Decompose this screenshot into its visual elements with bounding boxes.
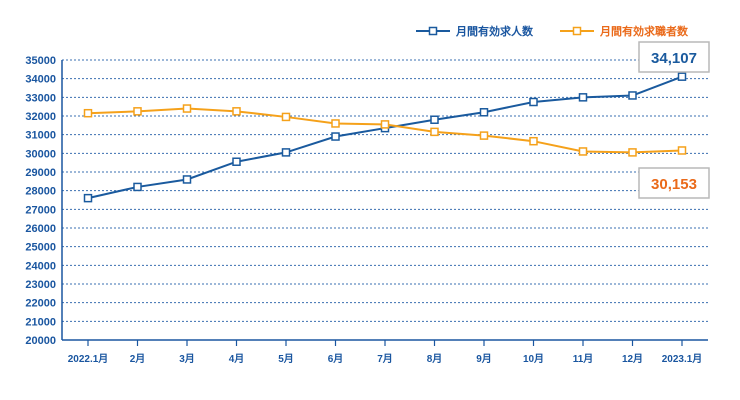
data-point	[479, 108, 489, 117]
data-point	[578, 93, 588, 102]
data-point	[232, 157, 241, 166]
data-point	[182, 104, 192, 113]
callout-box-1	[638, 41, 710, 73]
y-tick-label: 29000	[25, 167, 56, 179]
data-point	[677, 146, 687, 155]
x-tick-label: 11月	[573, 353, 594, 365]
legend-label-2: 月間有効求職者数	[599, 24, 689, 38]
y-tick-label: 34000	[25, 74, 56, 86]
y-tick-label: 25000	[25, 242, 56, 254]
data-point	[281, 148, 291, 157]
legend-marker-1	[428, 26, 438, 36]
x-tick-label: 2023.1月	[662, 353, 703, 365]
callout-box-2	[638, 167, 710, 199]
data-point	[83, 108, 93, 118]
data-point	[529, 97, 538, 107]
data-point	[628, 91, 637, 100]
y-tick-label: 26000	[25, 223, 56, 235]
x-tick-label: 6月	[328, 353, 344, 365]
y-tick-label: 27000	[25, 204, 56, 216]
data-point	[331, 119, 340, 128]
x-tick-label: 9月	[476, 353, 492, 365]
data-point	[529, 136, 538, 146]
x-tick-label: 4月	[229, 353, 245, 365]
y-tick-label: 32000	[25, 111, 56, 123]
x-tick-label: 2022.1月	[68, 353, 109, 365]
y-tick-label: 35000	[25, 55, 56, 67]
data-point	[479, 131, 489, 140]
y-tick-label: 22000	[25, 298, 56, 310]
legend-label-1: 月間有効求人数	[455, 24, 534, 38]
y-tick-label: 23000	[25, 279, 56, 291]
y-tick-label: 24000	[25, 260, 56, 272]
data-point	[628, 148, 637, 157]
x-tick-label: 12月	[622, 353, 643, 365]
y-tick-label: 20000	[25, 335, 56, 347]
data-point	[133, 107, 142, 116]
data-point	[182, 175, 192, 184]
data-point	[133, 182, 142, 192]
data-point	[430, 127, 439, 137]
data-point	[380, 120, 390, 129]
y-tick-label: 33000	[25, 92, 56, 104]
x-tick-label: 8月	[427, 353, 443, 365]
x-tick-label: 3月	[179, 353, 195, 365]
x-tick-label: 5月	[278, 353, 294, 365]
series-line-1	[87, 75, 683, 200]
x-tick-label: 2月	[130, 353, 146, 365]
x-tick-label: 10月	[523, 353, 544, 365]
data-point	[331, 132, 340, 141]
y-tick-label: 28000	[25, 186, 56, 198]
data-point	[232, 107, 241, 116]
legend-marker-2	[572, 26, 582, 36]
data-point	[281, 112, 291, 122]
data-point	[677, 72, 687, 81]
data-point	[430, 115, 439, 124]
callout-value-2: 30,153	[651, 176, 697, 193]
x-tick-label: 7月	[377, 353, 393, 365]
y-tick-label: 21000	[25, 316, 56, 328]
callout-value-1: 34,107	[651, 50, 697, 67]
data-point	[578, 147, 588, 156]
data-point	[83, 193, 93, 203]
y-tick-label: 31000	[25, 130, 56, 142]
y-tick-label: 30000	[25, 148, 56, 160]
